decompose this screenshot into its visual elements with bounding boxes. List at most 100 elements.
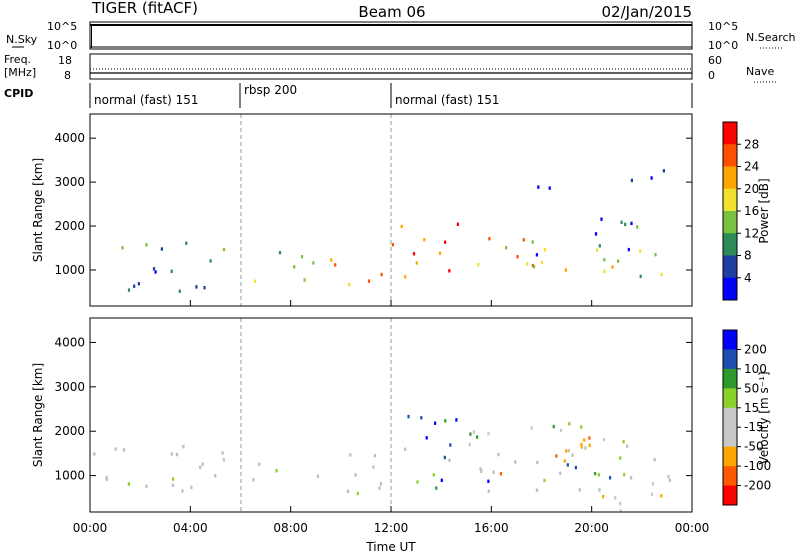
heatmap-cell	[348, 282, 351, 287]
power-heatmap	[121, 169, 665, 293]
cpid-segment-1: normal (fast) 151	[94, 93, 198, 107]
heatmap-cell	[583, 438, 586, 442]
cpid-label: CPID	[4, 87, 33, 100]
colorbar-tick-label: 15	[744, 401, 759, 415]
colorbar-tick-label: 20	[744, 182, 759, 196]
heatmap-cell	[563, 459, 566, 463]
freq-tick-top: 18	[58, 54, 72, 67]
heatmap-cell	[438, 251, 442, 255]
y-tick-label: 2000	[54, 424, 85, 438]
heatmap-cell	[630, 221, 633, 226]
colorbar-segment	[723, 446, 737, 467]
heatmap-cell	[564, 268, 567, 272]
heatmap-cell	[662, 169, 665, 173]
colorbar-segment	[723, 388, 737, 409]
colorbar-tick-label: 12	[744, 226, 759, 240]
heatmap-cell	[598, 488, 601, 492]
power-panel: 1000 2000 3000 4000 Slant Range [km]	[31, 113, 693, 307]
x-axis-label: Time UT	[365, 540, 416, 554]
heatmap-cell	[356, 491, 359, 496]
heatmap-cell	[172, 477, 175, 481]
heatmap-cell	[214, 474, 217, 478]
heatmap-cell	[668, 478, 671, 483]
heatmap-cell	[530, 426, 533, 430]
sky-search-strip: N.Sky 10^5 10^0 10^5 10^0 N.Search	[6, 20, 796, 52]
heatmap-cell	[552, 424, 555, 429]
heatmap-cell	[182, 444, 185, 449]
heatmap-cell	[654, 253, 657, 257]
heatmap-cell	[531, 263, 534, 268]
heatmap-cell	[639, 274, 642, 279]
heatmap-cell	[623, 472, 626, 477]
colorbar-tick-label: 4	[744, 271, 752, 285]
heatmap-cell	[535, 253, 538, 257]
colorbar-tick-label: -100	[744, 459, 771, 473]
heatmap-cell	[160, 247, 163, 251]
heatmap-cell	[667, 474, 670, 479]
heatmap-cell	[578, 488, 581, 492]
heatmap-cell	[650, 176, 653, 180]
heatmap-cell	[407, 414, 410, 419]
colorbar-segment	[723, 466, 737, 487]
heatmap-cell	[379, 482, 383, 486]
y-tick-label: 3000	[54, 175, 85, 189]
heatmap-cell	[404, 447, 407, 451]
heatmap-cell	[531, 240, 534, 244]
nsearch-label: N.Search	[746, 31, 796, 44]
heatmap-cell	[185, 241, 188, 245]
colorbar-segment	[723, 368, 737, 389]
freq-unit-label: [MHz]	[4, 66, 36, 79]
heatmap-cell	[619, 509, 622, 513]
heatmap-cell	[252, 478, 255, 482]
heatmap-cell	[171, 483, 174, 487]
heatmap-cell	[293, 265, 296, 269]
colorbar-tick-label: 16	[744, 204, 759, 218]
colorbar-tick-label: 50	[744, 381, 759, 395]
heatmap-cell	[477, 262, 480, 267]
heatmap-cell	[537, 185, 540, 189]
heatmap-cell	[476, 435, 479, 439]
heatmap-cell	[190, 485, 193, 490]
heatmap-cell	[145, 243, 148, 247]
nsky-label: N.Sky	[6, 33, 38, 46]
colorbar-segment	[723, 166, 737, 190]
heatmap-cell	[154, 270, 157, 274]
heatmap-cell	[127, 288, 131, 292]
heatmap-cell	[479, 467, 482, 471]
heatmap-cell	[614, 496, 617, 500]
heatmap-cell	[630, 178, 633, 183]
heatmap-cell	[175, 452, 179, 457]
heatmap-cell	[533, 264, 536, 269]
colorbar-segment	[723, 407, 737, 428]
y-tick-label: 3000	[54, 380, 85, 394]
x-tick-label: 04:00	[173, 521, 208, 535]
heatmap-cell	[480, 469, 483, 473]
heatmap-cell	[630, 476, 633, 480]
heatmap-cell	[449, 443, 452, 447]
heatmap-cell	[378, 486, 381, 490]
colorbar-tick-label: -50	[744, 440, 764, 454]
heatmap-cell	[312, 261, 315, 265]
heatmap-cell	[584, 446, 587, 450]
heatmap-cell	[488, 237, 491, 241]
heatmap-cell	[122, 448, 126, 452]
heatmap-cell	[536, 460, 539, 465]
heatmap-cell	[170, 269, 173, 273]
heatmap-cell	[105, 475, 108, 480]
heatmap-cell	[624, 222, 627, 227]
y-tick-label: 4000	[54, 131, 85, 145]
heatmap-cell	[105, 477, 108, 482]
velocity-heatmap	[93, 414, 671, 513]
heatmap-cell	[516, 255, 519, 259]
freq-label: Freq.	[4, 53, 31, 66]
y-tick-label: 1000	[54, 263, 85, 277]
y-tick-label: 2000	[54, 219, 85, 233]
freq-tick-bottom: 8	[64, 69, 71, 82]
heatmap-cell	[597, 473, 600, 477]
heatmap-cell	[114, 447, 117, 451]
freq-nave-strip: Freq. [MHz] 18 8 60 0 Nave	[4, 53, 776, 83]
heatmap-cell	[372, 465, 375, 469]
colorbar-segment	[723, 122, 737, 145]
heatmap-cell	[448, 458, 451, 462]
heatmap-cell	[566, 463, 569, 467]
